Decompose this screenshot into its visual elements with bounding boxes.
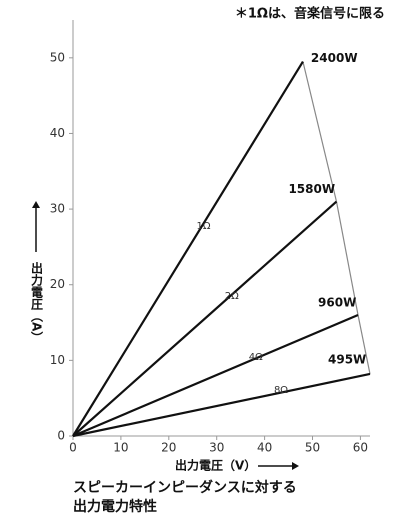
series-line <box>72 61 304 437</box>
y-tick-label: 30 <box>50 202 65 216</box>
series-line <box>72 372 371 438</box>
caption: スピーカーインピーダンスに対する <box>73 479 297 496</box>
power-label: 960W <box>318 295 356 309</box>
x-tick-label: 20 <box>161 441 176 455</box>
y-tick-label: 0 <box>57 429 65 443</box>
x-tick-label: 10 <box>113 441 128 455</box>
series-name: 8Ω <box>274 385 288 396</box>
caption: 出力電力特性 <box>73 498 157 515</box>
series-line <box>72 313 359 438</box>
series-name: 2Ω <box>225 291 239 302</box>
x-tick-label: 0 <box>69 441 77 455</box>
x-tick-label: 60 <box>353 441 368 455</box>
y-tick-label: 20 <box>50 277 65 291</box>
series-line <box>72 200 338 437</box>
note: ＊1Ωは、音楽信号に限る <box>235 6 385 22</box>
x-axis-label: 出力電圧（V） <box>175 458 256 473</box>
y-tick-label: 50 <box>50 50 65 64</box>
x-tick-label: 40 <box>257 441 272 455</box>
power-label: 495W <box>328 352 366 366</box>
y-tick-label: 10 <box>50 353 65 367</box>
envelope <box>302 61 371 375</box>
x-arrow-head <box>292 462 299 470</box>
series-name: 1Ω <box>196 221 210 232</box>
x-tick-label: 50 <box>305 441 320 455</box>
y-arrow-head <box>32 201 40 208</box>
power-label: 2400W <box>311 51 358 65</box>
y-tick-label: 40 <box>50 126 65 140</box>
x-tick-label: 30 <box>209 441 224 455</box>
power-label: 1580W <box>288 182 335 196</box>
y-axis-label: 出力電圧（A） <box>30 261 44 344</box>
series-name: 4Ω <box>249 352 263 363</box>
